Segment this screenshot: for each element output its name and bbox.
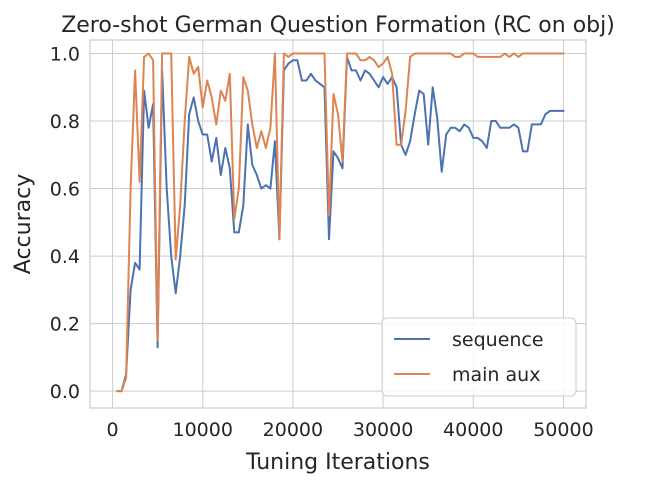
x-axis-label: Tuning Iterations xyxy=(245,450,430,475)
series-line-main-aux xyxy=(116,52,565,393)
x-tick-label: 50000 xyxy=(533,419,593,441)
series-layer xyxy=(116,52,565,393)
y-tick-label: 0.8 xyxy=(50,111,80,133)
legend-label-main-aux: main aux xyxy=(452,364,540,386)
x-tick-label: 20000 xyxy=(263,419,323,441)
y-tick-label: 0.2 xyxy=(50,314,80,336)
legend: sequence main aux xyxy=(381,317,577,397)
legend-box xyxy=(381,317,577,397)
x-tick-label: 0 xyxy=(106,419,118,441)
chart-title: Zero-shot German Question Formation (RC … xyxy=(61,13,615,38)
y-axis-label: Accuracy xyxy=(11,174,36,274)
series-line-sequence xyxy=(116,55,565,393)
y-tick-label: 0.0 xyxy=(50,381,80,403)
x-tick-label: 40000 xyxy=(443,419,503,441)
y-tick-label: 0.6 xyxy=(50,179,80,201)
legend-label-sequence: sequence xyxy=(452,329,544,351)
y-tick-label: 0.4 xyxy=(50,246,80,268)
x-tick-label: 30000 xyxy=(353,419,413,441)
x-tick-label: 10000 xyxy=(173,419,233,441)
y-tick-label: 1.0 xyxy=(50,44,80,66)
tick-label-layer: 0 10000 20000 30000 40000 50000 0.0 0.2 0.4 0.6 0.… xyxy=(50,44,594,441)
